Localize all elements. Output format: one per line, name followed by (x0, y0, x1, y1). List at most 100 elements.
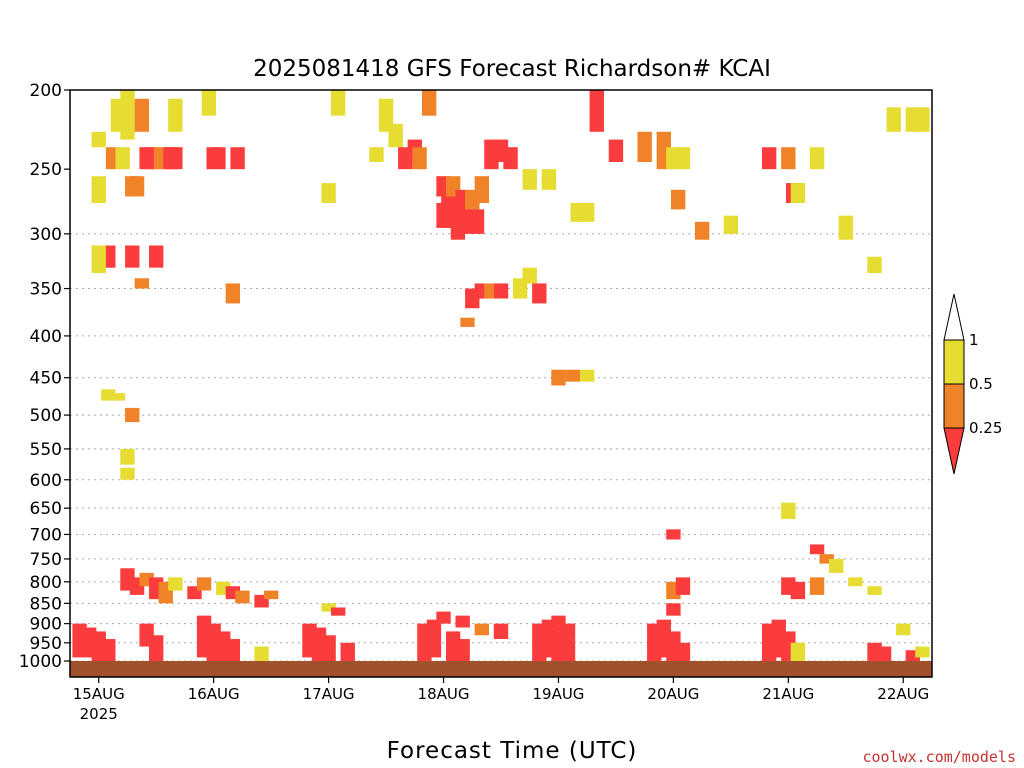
heatmap-cell (666, 529, 681, 540)
heatmap-cells (72, 90, 930, 661)
heatmap-cell (101, 639, 116, 661)
heatmap-cell (675, 577, 691, 595)
heatmap-cell (168, 98, 183, 132)
y-tick-label: 600 (30, 471, 62, 491)
heatmap-cell (666, 603, 681, 616)
heatmap-cell (608, 139, 624, 162)
heatmap-cell (493, 283, 509, 299)
heatmap-cell (503, 147, 518, 170)
y-tick-label: 450 (30, 369, 62, 389)
heatmap-cell (829, 558, 844, 573)
legend-swatch (943, 339, 965, 385)
heatmap-cell (129, 176, 145, 197)
heatmap-cell (421, 90, 437, 116)
x-tick-label: 16AUG (188, 685, 240, 703)
heatmap-cell (541, 169, 557, 190)
y-tick-label: 400 (30, 327, 62, 347)
heatmap-cell (694, 221, 710, 240)
heatmap-cell (321, 635, 336, 661)
heatmap-cell (671, 189, 686, 210)
heatmap-cell (321, 603, 336, 612)
plot-frame (69, 89, 933, 678)
heatmap-cell (474, 176, 490, 203)
heatmap-cell (225, 283, 241, 304)
heatmap-cell (321, 183, 336, 203)
heatmap-cell (522, 267, 537, 284)
heatmap-cell (378, 98, 394, 132)
heatmap-cell (201, 90, 217, 116)
legend: 1 0.5 0.25 (943, 293, 1002, 475)
x-axis: 15AUG 2025 16AUG 17AUG 18AUG 19AUG 20AUG 21AUG 2… (73, 677, 929, 723)
heatmap-cell (560, 639, 576, 661)
y-axis: 200 250 300 350 400 450 500 550 600 650 700 750 8008… (19, 81, 70, 672)
heatmap-cell (551, 369, 566, 386)
x-tick-label: 19AUG (532, 685, 584, 703)
heatmap-cell (455, 615, 470, 628)
heatmap-cell (474, 623, 490, 636)
heatmap-cell (110, 393, 126, 401)
x-tick-label: 20AUG (647, 685, 699, 703)
heatmap-cell (915, 107, 930, 132)
y-tick-label: 650 (30, 499, 62, 519)
x-tick-label: 21AUG (762, 685, 814, 703)
heatmap-cell (723, 215, 739, 234)
heatmap-cell (235, 590, 250, 604)
credit-text: coolwx.com/models (862, 748, 1016, 766)
heatmap-cell (134, 98, 150, 132)
heatmap-cell (867, 586, 882, 595)
legend-label: 0.5 (969, 375, 993, 393)
legend-swatch (943, 383, 965, 429)
heatmap-cell (91, 245, 106, 274)
ground-band (70, 661, 932, 677)
heatmap-cell (115, 147, 130, 170)
heatmap-cell (163, 147, 178, 170)
heatmap-cell (580, 202, 595, 222)
heatmap-cell (149, 245, 164, 268)
legend-arrow-top (943, 293, 965, 341)
heatmap-cell (867, 256, 882, 274)
legend-label: 1 (969, 331, 979, 349)
heatmap-cell (532, 283, 547, 304)
heatmap-cell (761, 147, 777, 170)
heatmap-cell (809, 147, 825, 170)
y-tick-label: 350 (30, 280, 62, 300)
heatmap-cell (225, 639, 241, 661)
legend-label: 0.25 (969, 419, 1002, 437)
x-tick-label: 18AUG (418, 685, 470, 703)
x-axis-label: Forecast Time (UTC) (387, 738, 638, 764)
y-tick-label: 750 (30, 550, 62, 570)
heatmap-cell (330, 607, 346, 616)
heatmap-cell (211, 147, 226, 170)
heatmap-cell (254, 646, 269, 661)
y-tick-label: 250 (30, 160, 62, 180)
heatmap-cell (675, 642, 691, 661)
heatmap-cell (91, 131, 106, 148)
y-tick-label: 800 (30, 573, 62, 593)
legend-arrow-bottom (943, 427, 965, 475)
heatmap-cell (196, 577, 212, 591)
heatmap-cell (168, 577, 183, 591)
heatmap-cell (263, 590, 279, 600)
x-tick-sublabel: 2025 (80, 705, 118, 723)
heatmap-cell (101, 389, 116, 401)
y-tick-label: 300 (30, 225, 62, 245)
heatmap-cell (522, 169, 537, 190)
heatmap-cell (589, 90, 604, 132)
heatmap-cell (149, 635, 164, 661)
heatmap-cell (455, 639, 470, 661)
heatmap-cell (781, 502, 796, 519)
heatmap-cell (876, 646, 892, 661)
heatmap-cell (330, 90, 346, 116)
heatmap-cell (819, 554, 834, 564)
y-tick-label: 550 (30, 440, 62, 460)
heatmap-cell (388, 123, 403, 148)
y-tick-label: 950 (30, 634, 62, 654)
heatmap-cell (848, 577, 863, 587)
heatmap-cell (91, 176, 106, 203)
heatmap-cell (565, 369, 581, 382)
y-tick-label: 700 (30, 525, 62, 545)
heatmap-cell (915, 646, 930, 658)
chart-title: 2025081418 GFS Forecast Richardson# KCAI (253, 56, 771, 82)
heatmap-cell (369, 147, 384, 162)
